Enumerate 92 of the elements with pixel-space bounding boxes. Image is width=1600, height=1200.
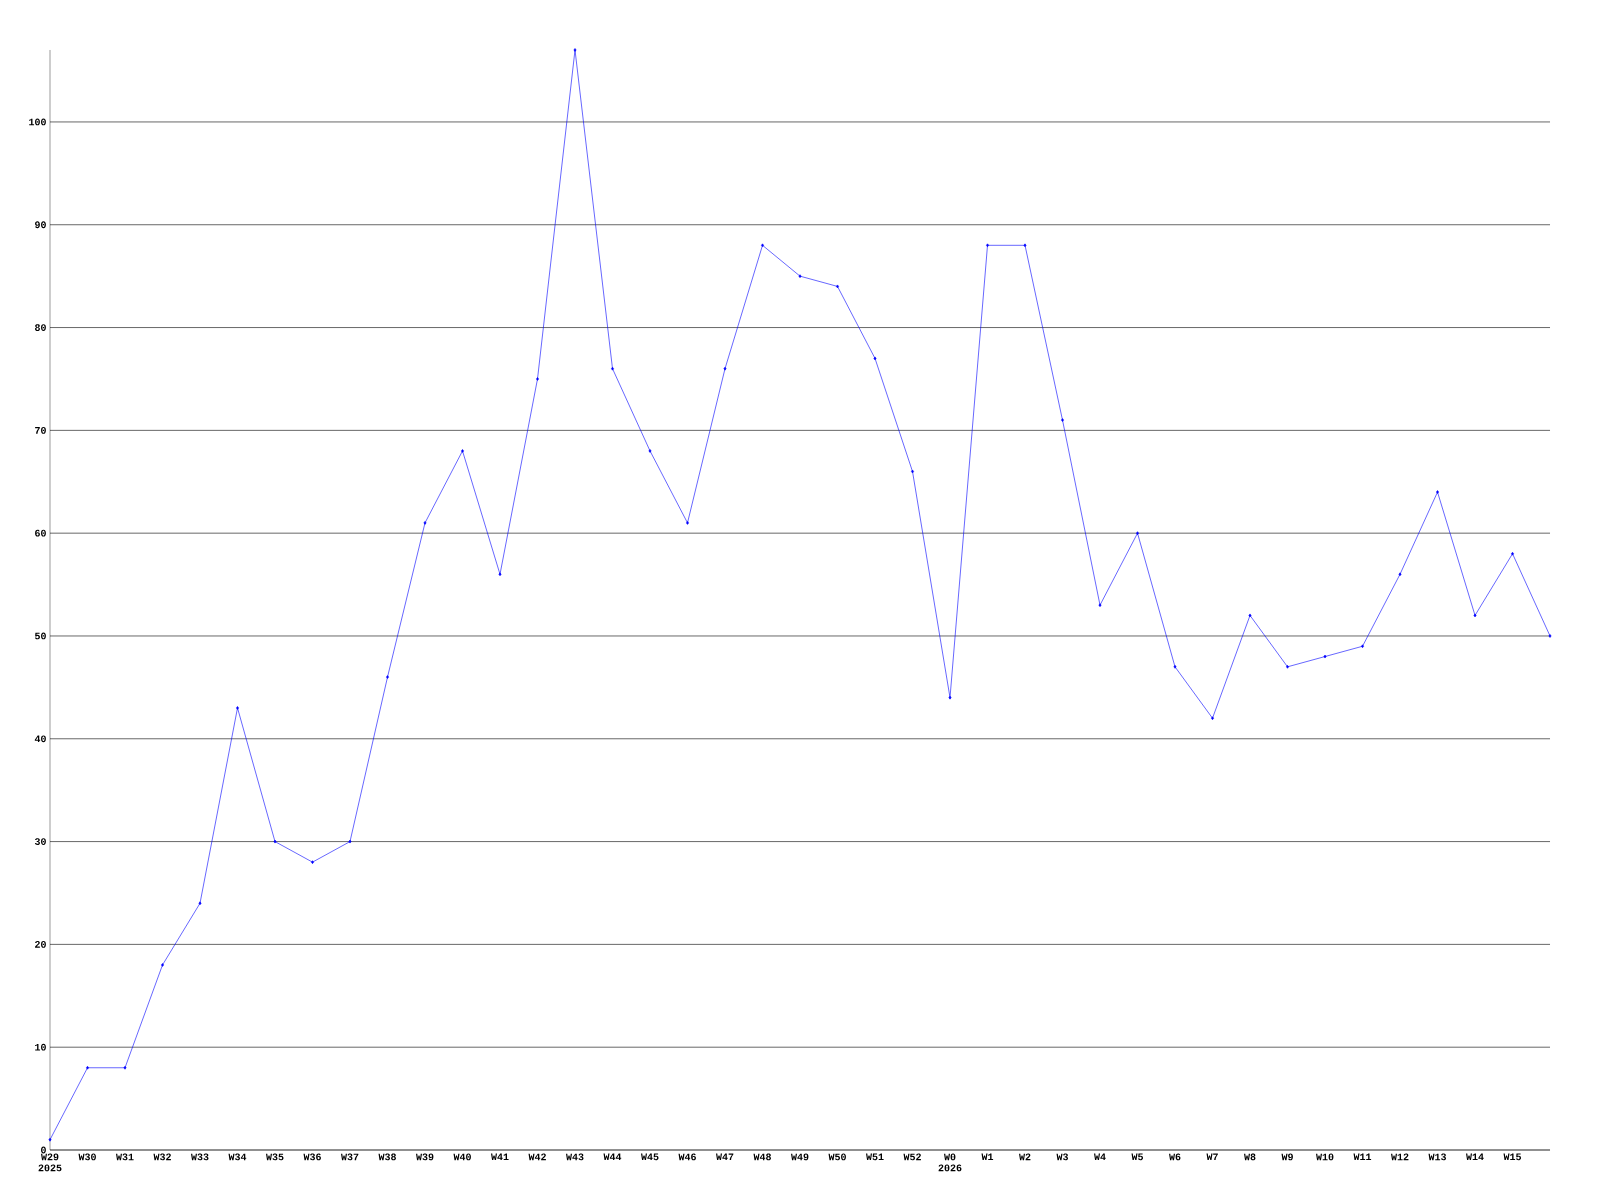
point [48, 1137, 52, 1142]
point [386, 675, 389, 679]
x-tick-label: W11 [1353, 1153, 1372, 1161]
point [1511, 551, 1514, 556]
x-tick-label: W29 2025 [38, 1153, 62, 1172]
point [573, 48, 577, 52]
x-tick-label: W10 [1316, 1153, 1334, 1161]
x-tick-label: W49 [791, 1153, 809, 1161]
x-tick-label: W12 [1391, 1153, 1409, 1161]
x-tick-label: W39 [416, 1153, 434, 1161]
point [1398, 572, 1402, 577]
x-tick-label: W31 [116, 1153, 134, 1161]
x-tick-label: W43 [566, 1153, 584, 1161]
y-tick-label: 50 [34, 632, 46, 640]
x-tick-label: W47 [716, 1153, 734, 1161]
point [1061, 418, 1064, 422]
x-tick-label: W2 [1019, 1153, 1031, 1161]
x-tick-label: W44 [603, 1153, 622, 1161]
point [198, 901, 202, 906]
y-tick-label: 10 [35, 1043, 46, 1051]
point [311, 860, 314, 864]
x-tick-label: W1 [981, 1153, 994, 1161]
point [161, 963, 164, 967]
x-tick-label: W51 [866, 1153, 884, 1161]
x-tick-label: W13 [1428, 1153, 1446, 1161]
x-tick-label: W48 [753, 1153, 771, 1161]
x-tick-label: W15 [1503, 1153, 1522, 1161]
point [761, 243, 764, 248]
y-tick-label: 30 [34, 838, 46, 845]
x-tick-label: W8 [1244, 1153, 1256, 1161]
point [1473, 613, 1477, 618]
x-tick-label: W3 [1056, 1153, 1068, 1161]
y-tick-label: 100 [29, 118, 46, 126]
point [1211, 716, 1214, 721]
x-tick-label: W52 [903, 1153, 921, 1161]
x-tick-label: W45 [641, 1153, 659, 1161]
point [86, 1065, 89, 1070]
point [986, 243, 989, 248]
x-tick-label: W14 [1466, 1153, 1484, 1161]
point [1023, 243, 1027, 248]
y-tick-label: 80 [35, 324, 46, 331]
point [836, 284, 839, 289]
point [798, 274, 802, 278]
x-tick-label: W4 [1094, 1153, 1106, 1161]
point [873, 356, 877, 361]
x-tick-label: W9 [1281, 1153, 1293, 1161]
x-tick-label: W30 [78, 1153, 96, 1161]
point [723, 366, 727, 371]
point [1173, 665, 1177, 669]
point [1548, 634, 1552, 638]
x-tick-label: W46 [678, 1153, 696, 1161]
x-tick-label: W35 [266, 1153, 284, 1161]
point [423, 521, 427, 525]
x-tick-label: W41 [491, 1153, 509, 1161]
point [648, 449, 652, 453]
x-tick-label: W37 [341, 1153, 359, 1161]
x-tick-label: W33 [191, 1153, 209, 1161]
point [611, 366, 614, 371]
x-tick-label: W32 [153, 1153, 171, 1161]
point [1323, 654, 1327, 659]
point [536, 377, 539, 381]
y-tick-label: 70 [35, 426, 46, 434]
point [686, 521, 689, 525]
point [123, 1065, 127, 1070]
x-tick-label: W36 [303, 1153, 321, 1161]
point [461, 449, 464, 453]
point [236, 706, 239, 710]
point [911, 469, 914, 474]
point [498, 572, 502, 577]
x-tick-label: W0 2026 [938, 1153, 962, 1172]
x-tick-label: W42 [528, 1153, 546, 1161]
point [273, 839, 277, 844]
x-tick-label: W7 [1206, 1153, 1218, 1161]
y-tick-label: 0 [41, 1146, 46, 1154]
x-tick-label: W6 [1169, 1153, 1181, 1161]
point [948, 695, 952, 700]
point [1136, 531, 1139, 535]
x-tick-label: W40 [453, 1153, 471, 1161]
x-tick-label: W5 [1131, 1153, 1143, 1161]
x-tick-label: W34 [228, 1153, 247, 1161]
y-tick-label: 60 [35, 529, 46, 537]
x-tick-label: W50 [828, 1153, 846, 1161]
y-tick-label: 20 [35, 940, 46, 948]
point [348, 839, 352, 844]
point [1436, 490, 1439, 494]
x-tick-label: W38 [378, 1153, 396, 1161]
point [1098, 603, 1102, 607]
y-tick-label: 90 [35, 221, 46, 229]
point [1286, 665, 1289, 669]
y-tick-label: 40 [34, 735, 46, 743]
point [1248, 613, 1252, 618]
point [1361, 644, 1364, 649]
